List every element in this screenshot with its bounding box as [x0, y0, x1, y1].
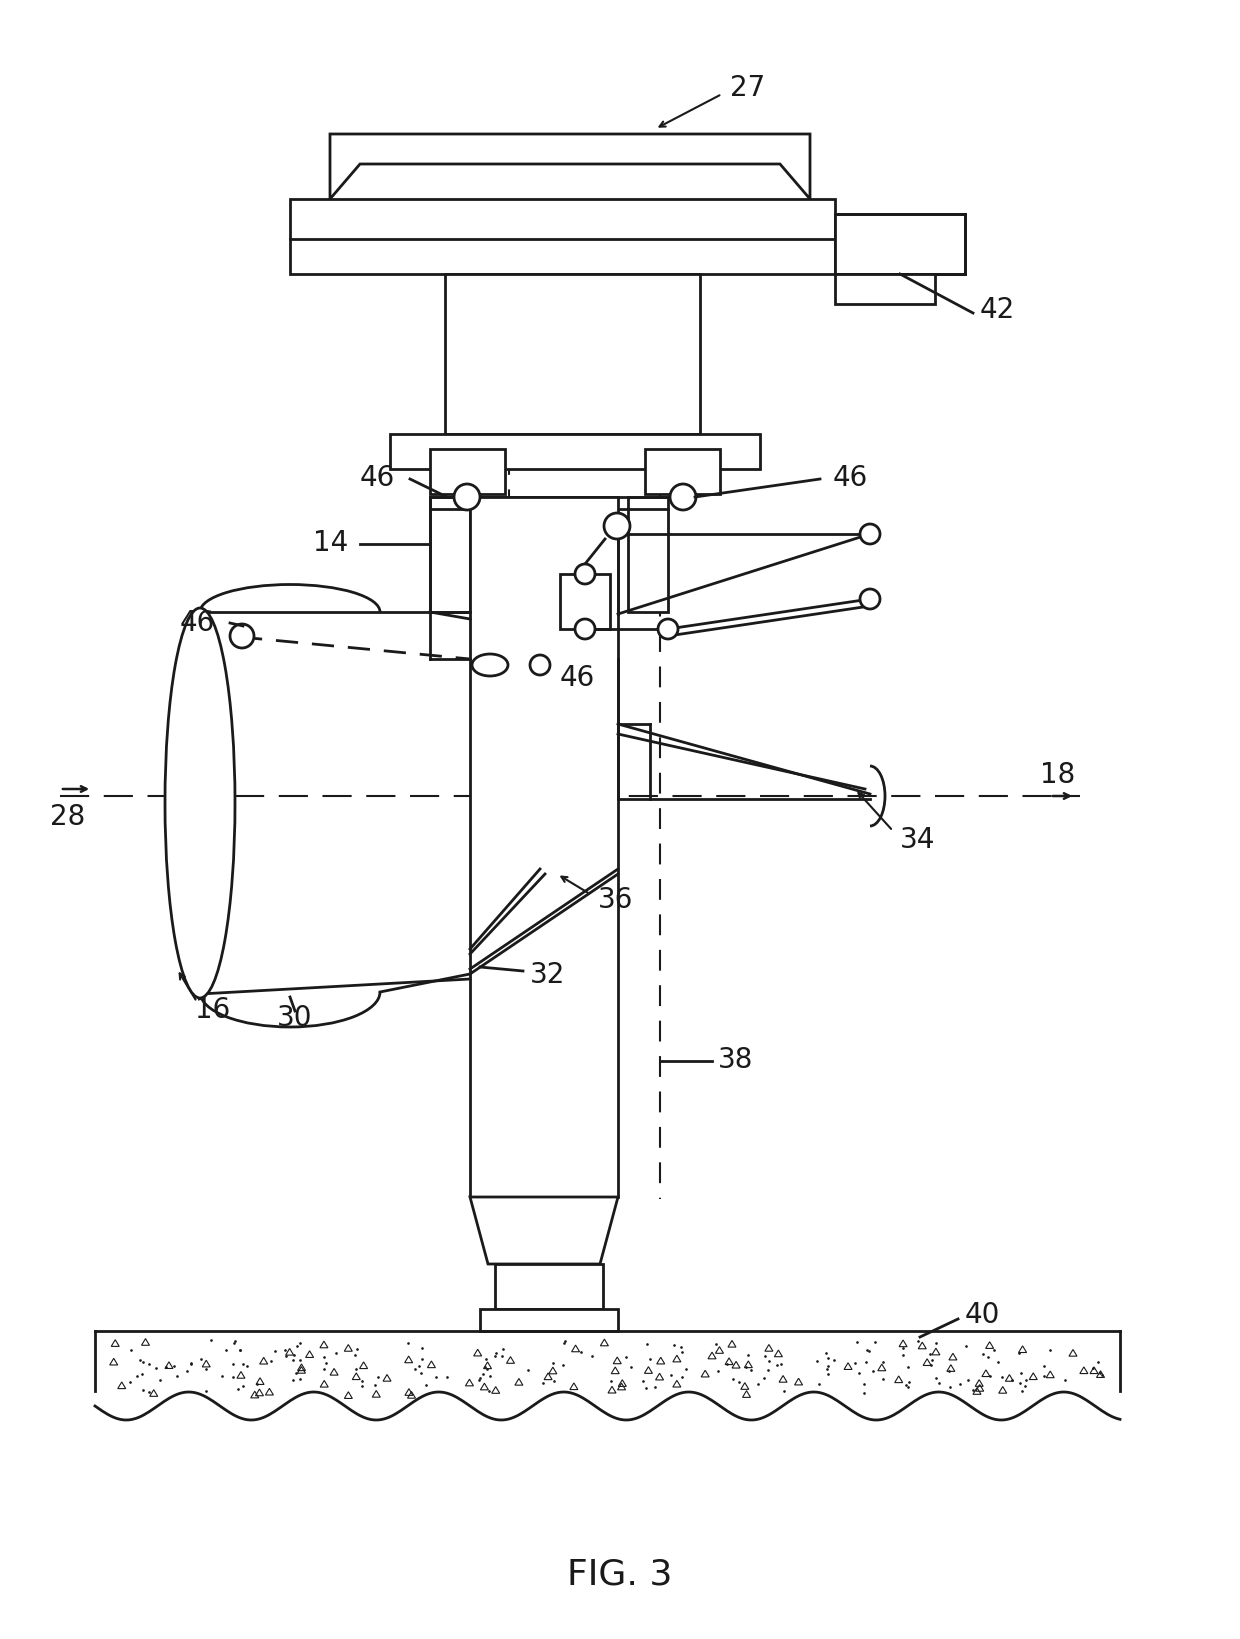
- Bar: [445, 275, 701, 434]
- Text: 46: 46: [360, 464, 396, 492]
- Circle shape: [861, 590, 880, 610]
- Bar: [430, 449, 505, 495]
- Circle shape: [658, 620, 678, 639]
- Bar: [290, 200, 835, 275]
- Text: 36: 36: [598, 885, 634, 913]
- Text: 32: 32: [529, 960, 565, 988]
- Polygon shape: [470, 1196, 618, 1264]
- Bar: [835, 275, 935, 305]
- Text: 28: 28: [51, 803, 86, 831]
- Bar: [835, 215, 965, 275]
- Text: 14: 14: [312, 529, 348, 557]
- Circle shape: [529, 656, 551, 675]
- Circle shape: [861, 524, 880, 544]
- Text: 42: 42: [980, 295, 1016, 325]
- Text: 38: 38: [718, 1046, 754, 1074]
- Bar: [560, 575, 610, 629]
- Text: 30: 30: [278, 1003, 312, 1031]
- Polygon shape: [330, 134, 810, 200]
- Text: 46: 46: [180, 608, 215, 636]
- Bar: [645, 449, 720, 495]
- Circle shape: [454, 485, 480, 511]
- Circle shape: [229, 624, 254, 649]
- Ellipse shape: [165, 608, 236, 998]
- Ellipse shape: [472, 654, 508, 677]
- Text: 46: 46: [560, 664, 595, 692]
- Text: 27: 27: [730, 74, 765, 102]
- Text: 16: 16: [195, 995, 231, 1023]
- Bar: [480, 1310, 618, 1331]
- Text: 40: 40: [965, 1300, 1001, 1328]
- Bar: [627, 498, 668, 613]
- Circle shape: [604, 513, 630, 539]
- Bar: [430, 498, 470, 613]
- Circle shape: [670, 485, 696, 511]
- Circle shape: [575, 620, 595, 639]
- Circle shape: [575, 565, 595, 585]
- Text: 46: 46: [833, 464, 868, 492]
- Bar: [470, 498, 618, 1196]
- Text: FIG. 3: FIG. 3: [568, 1557, 672, 1591]
- Text: 34: 34: [900, 826, 935, 854]
- Bar: [495, 1264, 603, 1310]
- Bar: [391, 434, 760, 470]
- Text: 18: 18: [1040, 760, 1075, 788]
